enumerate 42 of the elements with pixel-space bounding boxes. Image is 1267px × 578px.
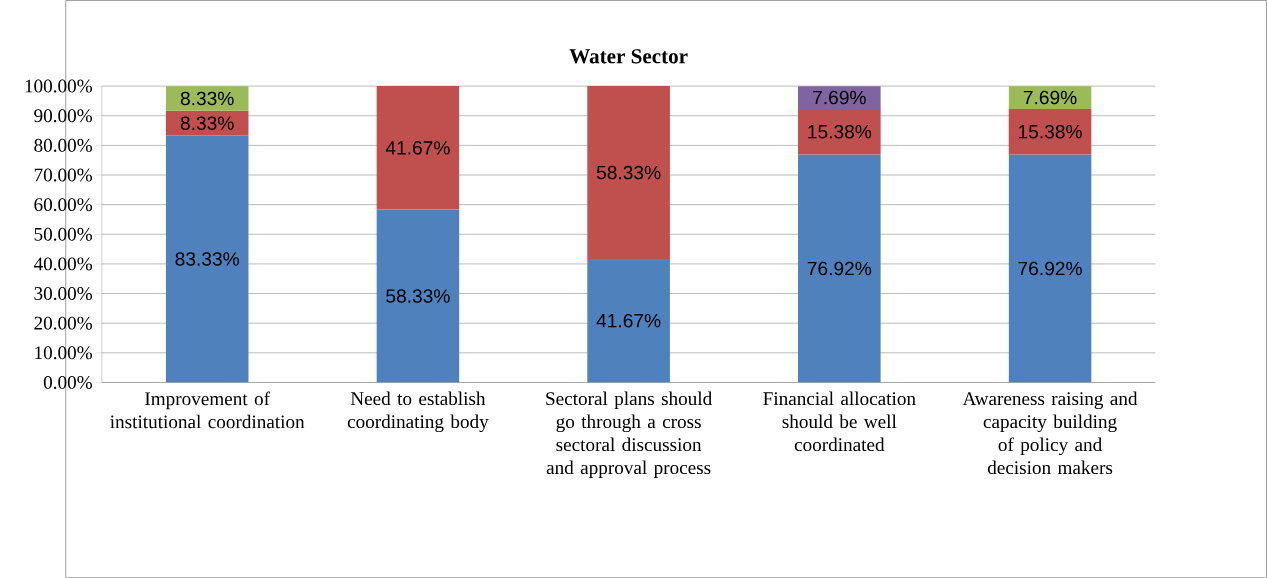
y-tick-label: 80.00% — [34, 138, 93, 152]
y-tick-label: 90.00% — [34, 109, 93, 123]
data-label: 76.92% — [807, 261, 872, 276]
y-tick-label: 50.00% — [34, 227, 93, 241]
y-tick-label: 0.00% — [43, 375, 93, 389]
bar — [165, 135, 249, 383]
y-tick-label: 60.00% — [34, 198, 93, 212]
y-tick-label: 70.00% — [34, 168, 93, 182]
bar — [1008, 86, 1092, 109]
x-tick-label: Need to establish coordinating body — [347, 391, 489, 432]
bar — [587, 258, 670, 383]
data-label: 15.38% — [1018, 124, 1082, 139]
bar — [798, 108, 881, 155]
x-tick-label: Sectoral plans should go through a cross sectoral discussion and approval process — [546, 391, 712, 478]
data-label: 7.69% — [813, 90, 866, 105]
data-label: 83.33% — [175, 252, 239, 266]
data-label: 7.69% — [1023, 90, 1077, 105]
bar — [376, 209, 460, 383]
bar — [165, 86, 249, 111]
bar — [376, 85, 460, 210]
data-label: 58.33% — [386, 289, 450, 303]
bar — [587, 85, 670, 259]
y-tick-label: 20.00% — [34, 316, 93, 330]
bar — [1008, 108, 1092, 155]
data-label: 41.67% — [385, 140, 450, 155]
bar — [798, 86, 881, 109]
y-tick-label: 40.00% — [33, 257, 93, 271]
data-label: 8.33% — [180, 91, 234, 106]
x-tick-label: Awareness raising and capacity building of policy and decision makers — [962, 391, 1138, 474]
bar — [798, 154, 881, 383]
x-tick-label: Financial allocation should be well coordinated — [763, 391, 916, 451]
data-label: 41.67% — [596, 313, 661, 328]
y-tick-label: 100.00% — [25, 79, 93, 93]
y-tick-label: 30.00% — [34, 286, 93, 300]
y-tick-label: 10.00% — [35, 346, 93, 360]
chart-title: Water Sector — [569, 49, 688, 64]
data-label: 76.92% — [1018, 261, 1082, 276]
data-label: 15.38% — [808, 124, 872, 139]
data-label: 8.33% — [180, 116, 234, 130]
x-tick-label: Improvement of institutional coordination — [110, 391, 305, 429]
bar — [1008, 154, 1092, 383]
data-label: 58.33% — [596, 165, 661, 180]
